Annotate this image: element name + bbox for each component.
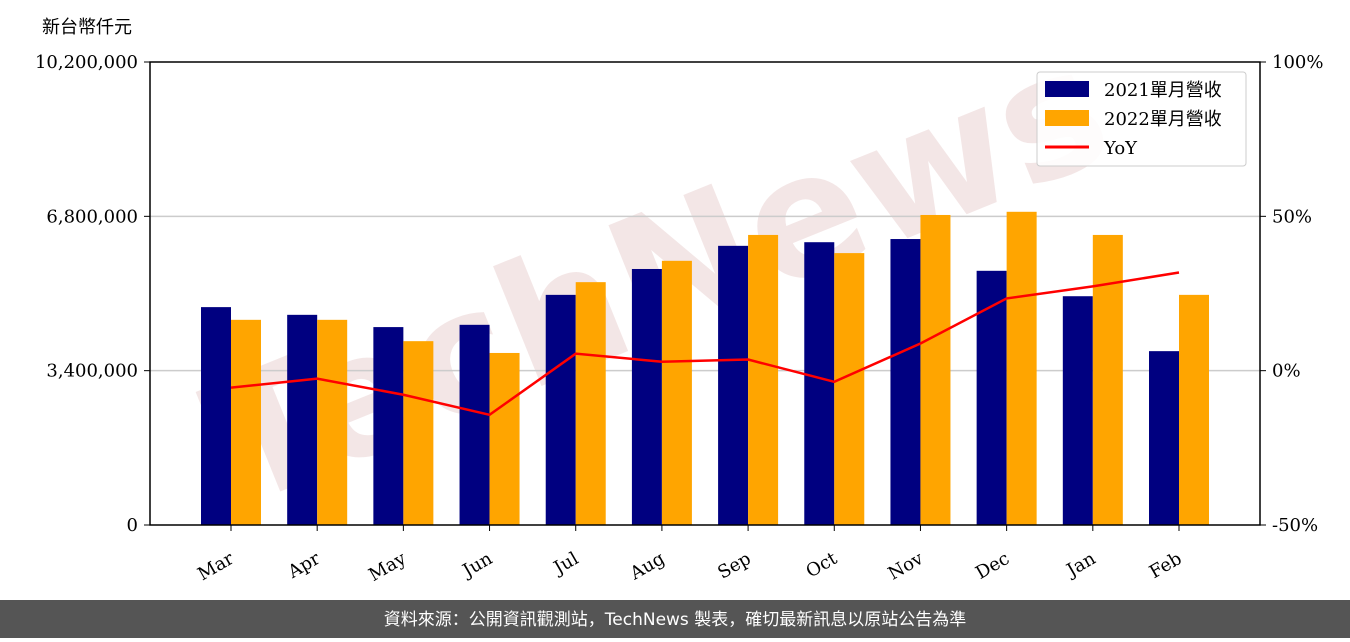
legend-label: YoY bbox=[1103, 138, 1138, 159]
legend-box bbox=[1036, 71, 1247, 167]
bar bbox=[834, 253, 865, 525]
x-tick-label: Jul bbox=[549, 548, 583, 580]
bar bbox=[976, 270, 1007, 525]
y2-tick-label: 50% bbox=[1272, 206, 1312, 227]
y-tick-label: 3,400,000 bbox=[46, 361, 138, 382]
bar bbox=[1179, 294, 1209, 525]
legend-swatch bbox=[1045, 110, 1089, 126]
bar bbox=[718, 245, 749, 525]
x-tick-label: Apr bbox=[284, 548, 324, 583]
bar bbox=[575, 282, 606, 525]
bar bbox=[1062, 296, 1093, 525]
bar bbox=[890, 239, 921, 525]
y-tick-label: 6,800,000 bbox=[46, 206, 138, 227]
bar bbox=[459, 324, 490, 525]
x-tick-label: May bbox=[365, 548, 410, 586]
footer: 資料來源：公開資訊觀測站，TechNews 製表，確切最新訊息以原站公告為準 bbox=[384, 610, 966, 630]
y-axis-label: 新台幣仟元 bbox=[42, 17, 132, 38]
bar bbox=[317, 319, 348, 525]
legend-swatch bbox=[1045, 81, 1089, 97]
footer-bar bbox=[0, 600, 1350, 638]
bar bbox=[1149, 351, 1179, 525]
bar bbox=[231, 319, 261, 525]
bar bbox=[373, 327, 404, 525]
bar bbox=[1006, 211, 1037, 525]
bar bbox=[804, 242, 835, 526]
x-tick-label: Feb bbox=[1146, 548, 1186, 583]
yoy-line bbox=[230, 271, 1180, 417]
x-tick-label: Oct bbox=[802, 548, 841, 583]
bar bbox=[545, 294, 576, 525]
x-tick-label: Jan bbox=[1061, 548, 1099, 582]
x-tick-label: Dec bbox=[972, 548, 1013, 584]
bar bbox=[631, 268, 662, 525]
bar bbox=[1092, 234, 1123, 525]
y2-tick-label: -50% bbox=[1272, 515, 1318, 536]
bar bbox=[403, 341, 434, 525]
x-tick-label: Nov bbox=[885, 548, 928, 585]
x-tick-label: Sep bbox=[714, 548, 754, 583]
x-tick-label: Mar bbox=[194, 548, 238, 585]
bar bbox=[920, 214, 951, 526]
x-tick-label: Jun bbox=[457, 548, 496, 583]
plot-frame bbox=[149, 61, 1261, 526]
legend-label: 2021單月營收 bbox=[1104, 80, 1222, 101]
y2-tick-label: 100% bbox=[1272, 52, 1323, 73]
x-tick-label: Aug bbox=[626, 548, 669, 585]
legend-label: 2022單月營收 bbox=[1104, 109, 1222, 130]
bar bbox=[287, 314, 318, 525]
bar bbox=[489, 352, 520, 525]
bar bbox=[748, 234, 779, 525]
y-tick-label: 0 bbox=[127, 515, 138, 536]
y-tick-label: 10,200,000 bbox=[35, 52, 138, 73]
bar bbox=[661, 260, 692, 525]
legend: 2021單月營收 2022單月營收 YoY bbox=[1036, 71, 1247, 167]
y2-tick-label: 0% bbox=[1272, 361, 1301, 382]
bar bbox=[201, 307, 231, 525]
